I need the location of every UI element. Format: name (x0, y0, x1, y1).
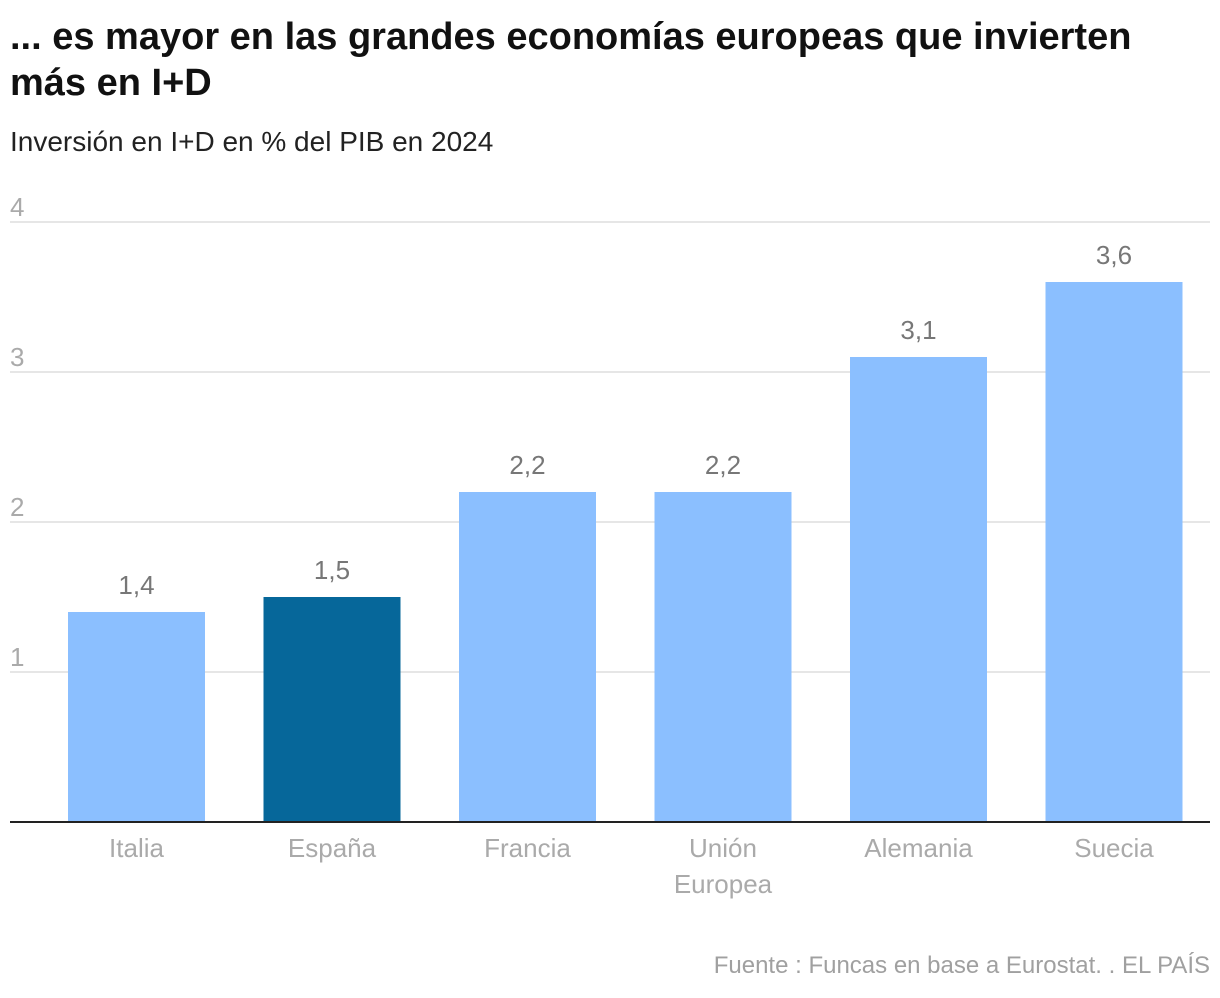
chart-title: ... es mayor en las grandes economías eu… (10, 16, 1132, 104)
data-label: 2,2 (705, 450, 741, 480)
x-tick-label: Italia (109, 833, 164, 863)
bar (654, 492, 792, 822)
bar-chart: 1 2 3 4 1,4 Italia 1,5 España 2,2 Francia 2,2 Unión… (10, 192, 1210, 899)
data-label: 1,5 (314, 555, 350, 585)
chart-subtitle: Inversión en I+D en % del PIB en 2024 (10, 126, 494, 157)
x-tick-label: Europea (674, 869, 773, 899)
bar (68, 612, 205, 822)
y-tick-label: 3 (10, 342, 24, 372)
x-tick-label: Francia (484, 833, 571, 863)
x-tick-label: Alemania (864, 833, 973, 863)
x-tick-label: España (288, 833, 377, 863)
y-tick-label: 1 (10, 642, 24, 672)
data-label: 2,2 (509, 450, 545, 480)
data-label: 3,1 (900, 315, 936, 345)
data-label: 3,6 (1096, 240, 1132, 270)
x-tick-label: Unión (689, 833, 757, 863)
bar (263, 597, 401, 822)
bar (850, 357, 987, 822)
bar (459, 492, 596, 822)
x-tick-label: Suecia (1074, 833, 1154, 863)
data-label: 1,4 (118, 570, 154, 600)
source-note: Fuente : Funcas en base a Eurostat. . EL… (713, 952, 1210, 979)
bar (1045, 282, 1183, 822)
y-tick-label: 4 (10, 192, 24, 222)
y-tick-label: 2 (10, 492, 24, 522)
